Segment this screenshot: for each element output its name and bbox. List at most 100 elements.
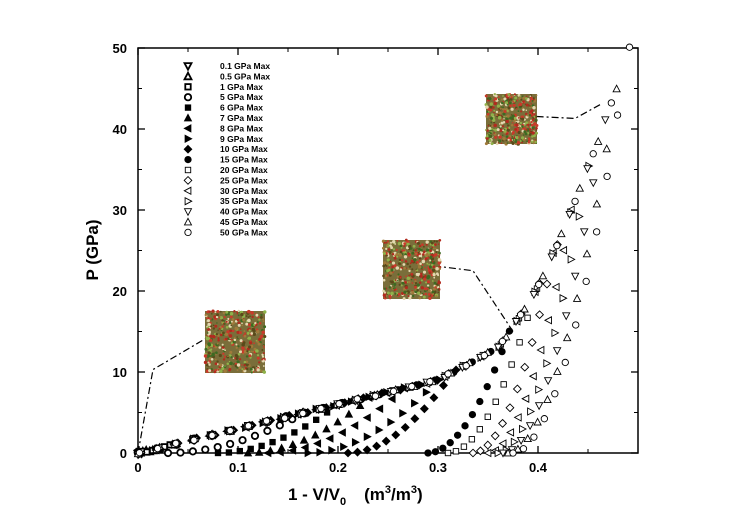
data-point bbox=[288, 446, 297, 455]
inset-particle bbox=[256, 330, 260, 334]
inset-particle bbox=[488, 97, 492, 101]
inset-particle bbox=[489, 141, 492, 144]
data-point bbox=[483, 448, 492, 458]
inset-particle bbox=[209, 334, 213, 338]
inset-particle bbox=[438, 251, 441, 255]
inset-particle bbox=[246, 331, 250, 335]
inset-particle bbox=[437, 243, 440, 245]
inset-particle bbox=[402, 263, 406, 266]
data-point bbox=[559, 293, 568, 303]
inset-particle bbox=[404, 281, 407, 284]
legend-marker bbox=[184, 104, 192, 111]
legend-marker bbox=[183, 175, 193, 185]
inset-particle bbox=[210, 325, 213, 328]
inset-particle bbox=[262, 352, 265, 355]
inset-particle bbox=[257, 316, 260, 319]
inset-particle bbox=[429, 249, 433, 253]
inset-particle bbox=[500, 142, 503, 145]
inset-particle bbox=[406, 276, 410, 280]
data-point bbox=[399, 408, 408, 418]
inset-particle bbox=[225, 310, 229, 314]
y-tick-label: 40 bbox=[113, 122, 127, 137]
inset-particle bbox=[522, 96, 526, 100]
inset-particle bbox=[503, 115, 505, 118]
inset-particle bbox=[238, 358, 242, 361]
inset-particle bbox=[424, 292, 427, 296]
inset-particle bbox=[411, 290, 415, 295]
legend-marker bbox=[184, 228, 192, 237]
inset-particle bbox=[237, 309, 240, 313]
inset-particle bbox=[520, 110, 523, 113]
inset-particle bbox=[241, 322, 243, 325]
inset-particle bbox=[399, 268, 403, 271]
inset-particle bbox=[535, 129, 538, 131]
data-point bbox=[375, 425, 384, 435]
inset-particle bbox=[262, 337, 265, 340]
inset-particle bbox=[517, 130, 521, 135]
data-point bbox=[551, 390, 559, 398]
data-point bbox=[288, 440, 298, 449]
data-point bbox=[552, 347, 562, 356]
data-point bbox=[363, 432, 372, 441]
data-point bbox=[254, 447, 264, 456]
inset-particle bbox=[236, 363, 241, 367]
data-point bbox=[468, 410, 477, 419]
data-point bbox=[381, 436, 391, 446]
inset-particle bbox=[408, 296, 412, 300]
data-point bbox=[513, 413, 522, 422]
inset-particle bbox=[519, 117, 522, 120]
data-point bbox=[480, 351, 488, 360]
data-point bbox=[236, 447, 243, 455]
inset-particle bbox=[243, 360, 247, 364]
data-point bbox=[612, 84, 621, 93]
inset-particle bbox=[488, 118, 491, 121]
inset-particle bbox=[226, 362, 230, 366]
inset-particle bbox=[490, 102, 493, 106]
inset-particle bbox=[407, 252, 411, 256]
inset-particle bbox=[234, 326, 238, 331]
inset-particle bbox=[530, 109, 534, 113]
inset-particle bbox=[238, 348, 241, 351]
legend-marker bbox=[183, 217, 193, 226]
inset-particle bbox=[512, 95, 514, 97]
legend-marker bbox=[183, 124, 192, 133]
inset-particle bbox=[490, 142, 494, 146]
inset-particle bbox=[409, 294, 412, 298]
data-point bbox=[476, 397, 484, 406]
inset-particle bbox=[210, 318, 212, 320]
inset-particle bbox=[230, 315, 233, 319]
data-point bbox=[313, 439, 322, 448]
inset-particle bbox=[420, 286, 424, 290]
data-point bbox=[333, 417, 342, 426]
inset-particle bbox=[241, 324, 244, 327]
inset-particle bbox=[247, 364, 250, 366]
legend-label: 0.1 GPa Max bbox=[220, 61, 270, 71]
inset-particle bbox=[519, 95, 521, 98]
data-point bbox=[519, 424, 527, 434]
data-point bbox=[509, 449, 517, 457]
inset-particle bbox=[229, 338, 232, 341]
data-point bbox=[213, 442, 222, 452]
data-point bbox=[542, 279, 552, 289]
inset-particle bbox=[501, 134, 504, 137]
inset-particle bbox=[215, 315, 219, 319]
inset-particle bbox=[400, 259, 404, 262]
inset-particle bbox=[213, 315, 217, 319]
inset-particle bbox=[234, 353, 238, 358]
inset-particle bbox=[515, 123, 519, 127]
inset-image bbox=[381, 238, 442, 301]
data-point bbox=[387, 417, 396, 427]
inset-particle bbox=[387, 248, 391, 251]
inset-particle bbox=[215, 333, 218, 336]
inset-particle bbox=[262, 365, 265, 367]
inset-particle bbox=[247, 323, 252, 327]
inset-particle bbox=[237, 352, 241, 356]
inset-particle bbox=[514, 127, 518, 131]
data-point bbox=[490, 431, 500, 441]
inset-particle bbox=[515, 107, 518, 110]
inset-particle bbox=[223, 345, 225, 347]
inset-particle bbox=[216, 360, 219, 363]
legend-marker bbox=[184, 134, 193, 144]
inset-particle bbox=[403, 249, 406, 252]
inset-particle bbox=[228, 360, 231, 363]
